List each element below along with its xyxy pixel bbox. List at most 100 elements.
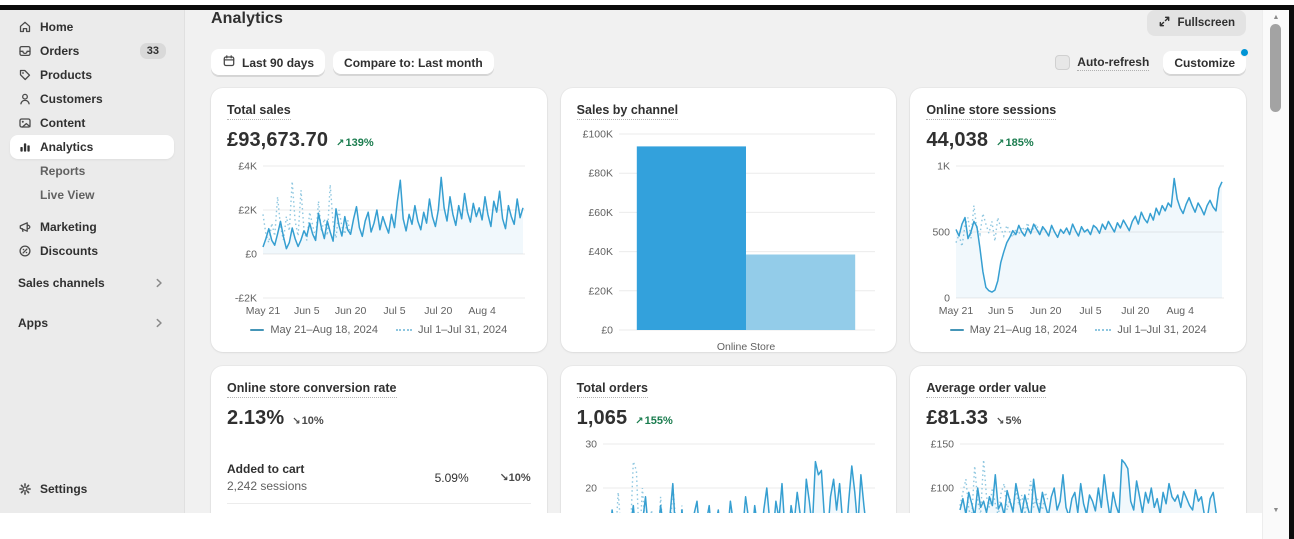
total-sales-value: £93,673.70 bbox=[227, 129, 329, 151]
up-arrow-icon: ↗ bbox=[336, 138, 345, 149]
funnel-row-change: ↘10% bbox=[499, 472, 531, 484]
auto-refresh-toggle[interactable]: Auto-refresh bbox=[1055, 54, 1150, 71]
svg-text:May 21: May 21 bbox=[939, 305, 974, 317]
svg-text:£100K: £100K bbox=[582, 129, 612, 141]
svg-text:Jun 20: Jun 20 bbox=[335, 305, 367, 317]
sidebar-section-sales-channels[interactable]: Sales channels bbox=[10, 271, 174, 295]
card-title[interactable]: Online store sessions bbox=[926, 103, 1057, 120]
svg-text:£0: £0 bbox=[601, 325, 613, 337]
svg-text:May 21: May 21 bbox=[246, 305, 281, 317]
sales-by-channel-bar-chart: £100K £80K £60K £40K £20K £0 Online Store bbox=[582, 129, 875, 352]
up-arrow-icon: ↗ bbox=[635, 416, 644, 427]
compare-to-button[interactable]: Compare to: Last month bbox=[333, 50, 494, 75]
sidebar-item-settings[interactable]: Settings bbox=[10, 477, 174, 501]
sidebar-item-home[interactable]: Home bbox=[10, 15, 174, 39]
card-title[interactable]: Total orders bbox=[576, 381, 648, 398]
sidebar-item-reports[interactable]: Reports bbox=[10, 159, 174, 183]
sessions-change: ↗185% bbox=[996, 137, 1034, 149]
customize-button[interactable]: Customize bbox=[1163, 50, 1246, 75]
analytics-icon bbox=[18, 140, 32, 154]
scroll-down-icon[interactable]: ▼ bbox=[1272, 507, 1280, 514]
card-title[interactable]: Average order value bbox=[926, 381, 1047, 398]
sidebar-item-products[interactable]: Products bbox=[10, 63, 174, 87]
svg-text:£150: £150 bbox=[931, 439, 955, 451]
chart-legend: May 21–Aug 18, 2024 Jul 1–Jul 31, 2024 bbox=[926, 324, 1230, 336]
sidebar-item-analytics[interactable]: Analytics bbox=[10, 135, 174, 159]
card-total-sales: Total sales £93,673.70 ↗139% £4K £2K £0 -£2… bbox=[211, 88, 547, 352]
auto-refresh-checkbox[interactable] bbox=[1055, 55, 1071, 70]
svg-text:Online Store: Online Store bbox=[716, 341, 775, 352]
auto-refresh-label: Auto-refresh bbox=[1077, 54, 1150, 71]
svg-text:-£2K: -£2K bbox=[235, 293, 257, 305]
sidebar-section-apps[interactable]: Apps bbox=[10, 311, 174, 335]
svg-text:500: 500 bbox=[933, 227, 951, 239]
total-sales-change: ↗139% bbox=[336, 137, 374, 149]
customers-icon bbox=[18, 92, 32, 106]
sidebar-item-label: Customers bbox=[40, 92, 103, 106]
window-frame-top bbox=[0, 5, 1294, 10]
down-arrow-icon: ↘ bbox=[292, 416, 301, 427]
scrollbar[interactable]: ▲ ▼ bbox=[1262, 10, 1289, 539]
legend-solid-swatch bbox=[250, 329, 265, 331]
total-orders-value: 1,065 bbox=[576, 407, 628, 429]
svg-text:Jul 20: Jul 20 bbox=[1122, 305, 1150, 317]
svg-text:Aug 4: Aug 4 bbox=[468, 305, 496, 317]
conversion-change: ↘10% bbox=[292, 415, 324, 427]
svg-text:1K: 1K bbox=[937, 161, 950, 173]
notification-dot bbox=[1240, 47, 1249, 57]
sidebar-item-discounts[interactable]: Discounts bbox=[10, 239, 174, 263]
svg-text:£20K: £20K bbox=[588, 285, 613, 297]
svg-text:£60K: £60K bbox=[588, 207, 613, 219]
content-icon bbox=[18, 116, 32, 130]
scrollbar-thumb[interactable] bbox=[1270, 24, 1281, 112]
chevron-right-icon bbox=[152, 276, 166, 290]
sessions-value: 44,038 bbox=[926, 129, 989, 151]
funnel-row-added-to-cart[interactable]: Added to cart 2,242 sessions 5.09% ↘10% bbox=[227, 462, 531, 493]
sidebar-item-marketing[interactable]: Marketing bbox=[10, 215, 174, 239]
fullscreen-button[interactable]: Fullscreen bbox=[1147, 10, 1246, 36]
svg-text:£2K: £2K bbox=[238, 205, 257, 217]
sidebar-item-label: Orders bbox=[40, 44, 80, 58]
card-title[interactable]: Sales by channel bbox=[576, 103, 679, 120]
sidebar-item-label: Discounts bbox=[40, 244, 99, 258]
svg-text:Jun 20: Jun 20 bbox=[1030, 305, 1062, 317]
svg-text:£40K: £40K bbox=[588, 246, 613, 258]
sidebar-item-orders[interactable]: Orders 33 bbox=[10, 39, 174, 63]
svg-text:20: 20 bbox=[585, 483, 597, 495]
home-icon bbox=[18, 20, 32, 34]
main-content: Analytics Fullscreen Last 90 days Compar… bbox=[185, 5, 1262, 513]
date-range-button[interactable]: Last 90 days bbox=[211, 49, 326, 76]
discounts-icon bbox=[18, 244, 32, 258]
svg-text:0: 0 bbox=[944, 293, 950, 305]
funnel-row-value: 5.09% bbox=[434, 470, 469, 485]
card-online-store-sessions: Online store sessions 44,038 ↗185% 1K 500… bbox=[910, 88, 1246, 352]
svg-text:£4K: £4K bbox=[238, 161, 257, 173]
page-title: Analytics bbox=[211, 10, 284, 27]
sidebar-item-label: Content bbox=[40, 116, 86, 130]
legend-dotted-swatch bbox=[1095, 329, 1112, 331]
conversion-value: 2.13% bbox=[227, 407, 285, 429]
total-orders-change: ↗155% bbox=[635, 415, 673, 427]
sidebar-item-customers[interactable]: Customers bbox=[10, 87, 174, 111]
fullscreen-expand-icon bbox=[1158, 15, 1171, 31]
legend-solid-swatch bbox=[949, 329, 964, 331]
orders-count-badge: 33 bbox=[139, 43, 166, 59]
section-label: Apps bbox=[18, 316, 48, 330]
funnel-row-reached-checkout[interactable]: Reached checkout 1,245 sessions 2.83% ↘7… bbox=[227, 503, 531, 513]
chevron-right-icon bbox=[152, 316, 166, 330]
svg-text:Jul 5: Jul 5 bbox=[1080, 305, 1102, 317]
sidebar-item-live-view[interactable]: Live View bbox=[10, 183, 174, 207]
card-title[interactable]: Online store conversion rate bbox=[227, 381, 397, 398]
svg-text:Jun 5: Jun 5 bbox=[294, 305, 320, 317]
sidebar-item-content[interactable]: Content bbox=[10, 111, 174, 135]
aov-change: ↘5% bbox=[996, 415, 1022, 427]
card-conversion-rate: Online store conversion rate 2.13% ↘10% … bbox=[211, 366, 547, 513]
card-title[interactable]: Total sales bbox=[227, 103, 291, 120]
scroll-up-icon[interactable]: ▲ bbox=[1272, 14, 1280, 21]
card-sales-by-channel: Sales by channel £100K £80K £60K £40K £20K £0… bbox=[560, 88, 897, 352]
sidebar-item-label: Analytics bbox=[40, 140, 94, 154]
